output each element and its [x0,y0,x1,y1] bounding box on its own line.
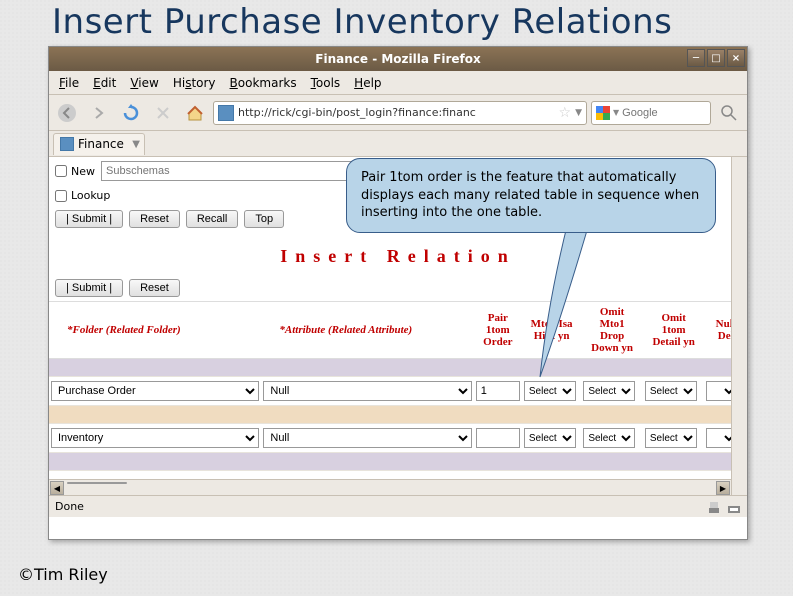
home-button[interactable] [181,99,209,127]
pair-input-2[interactable] [476,428,520,448]
reset-button-1[interactable]: Reset [129,210,180,228]
section-title: Insert Relation [49,232,747,275]
horizontal-scrollbar[interactable]: ◀ ▶ [49,479,731,495]
menu-bookmarks[interactable]: Bookmarks [224,74,303,92]
menu-tools[interactable]: Tools [305,74,347,92]
submit-button-1[interactable]: | Submit | [55,210,123,228]
minimize-button[interactable]: ─ [687,49,705,67]
attribute-select-2[interactable]: Null [263,428,471,448]
bookmark-star-icon[interactable]: ☆ [559,105,572,121]
scroll-right-icon[interactable]: ▶ [716,481,730,495]
status-icon-1 [707,500,721,514]
col-folder: *Folder (Related Folder) [49,302,261,359]
menubar: File Edit View History Bookmarks Tools H… [49,71,747,95]
recall-button[interactable]: Recall [186,210,239,228]
stop-button[interactable] [149,99,177,127]
omitm-select-1[interactable]: Select [583,381,635,401]
url-dropdown-icon[interactable]: ▼ [575,108,582,118]
mhint-select-2[interactable]: Select [524,428,576,448]
forward-button[interactable] [85,99,113,127]
col-omit1: Omit 1tom Detail yn [643,302,705,359]
data-row-2: Inventory Null Select Select Select [49,424,747,453]
spacer-row [49,406,747,424]
spacer-row [49,359,747,377]
search-input[interactable] [622,107,694,119]
menu-file[interactable]: File [53,74,85,92]
browser-window: Finance - Mozilla Firefox ─ □ × File Edi… [48,46,748,540]
tab-favicon-icon [60,137,74,151]
tab-label: Finance [78,137,124,151]
back-button[interactable] [53,99,81,127]
navbar: http://rick/cgi-bin/post_login?finance:f… [49,95,747,131]
callout-text: Pair 1tom order is the feature that auto… [361,170,699,220]
menu-edit[interactable]: Edit [87,74,122,92]
scroll-thumb[interactable] [67,482,127,484]
maximize-button[interactable]: □ [707,49,725,67]
top-button[interactable]: Top [244,210,284,228]
folder-select-1[interactable]: Purchase Order [51,381,259,401]
relation-grid: *Folder (Related Folder) *Attribute (Rel… [49,301,747,471]
titlebar: Finance - Mozilla Firefox ─ □ × [49,47,747,71]
spacer-row [49,453,747,471]
vertical-scrollbar[interactable] [731,157,747,495]
pair-input-1[interactable] [476,381,520,401]
url-bar[interactable]: http://rick/cgi-bin/post_login?finance:f… [213,101,587,125]
tab-close-icon[interactable]: ▼ [132,139,140,150]
scroll-left-icon[interactable]: ◀ [50,481,64,495]
data-row-1: Purchase Order Null Select Select Select [49,377,747,406]
status-text: Done [55,500,84,513]
tab-bar: Finance ▼ [49,131,747,157]
omit1-select-1[interactable]: Select [645,381,697,401]
search-dropdown-icon[interactable]: ▼ [613,108,619,117]
url-text: http://rick/cgi-bin/post_login?finance:f… [238,106,555,119]
status-bar: Done [49,495,747,517]
attribute-select-1[interactable]: Null [263,381,471,401]
submit-button-2[interactable]: | Submit | [55,279,123,297]
zoom-button[interactable] [715,99,743,127]
copyright: ©Tim Riley [18,565,108,584]
new-checkbox[interactable]: New [55,165,95,178]
menu-view[interactable]: View [124,74,164,92]
status-icon-2 [727,500,741,514]
reload-button[interactable] [117,99,145,127]
google-icon [596,106,610,120]
mhint-select-1[interactable]: Select [524,381,576,401]
menu-help[interactable]: Help [348,74,387,92]
lookup-checkbox[interactable]: Lookup [55,189,110,202]
menu-history[interactable]: History [167,74,222,92]
omit1-select-2[interactable]: Select [645,428,697,448]
favicon-icon [218,105,234,121]
folder-select-2[interactable]: Inventory [51,428,259,448]
callout-bubble: Pair 1tom order is the feature that auto… [346,158,716,233]
col-pair: Pair 1tom Order [474,302,522,359]
search-box[interactable]: ▼ [591,101,711,125]
close-button[interactable]: × [727,49,745,67]
slide-title: Insert Purchase Inventory Relations [0,0,793,42]
col-attribute: *Attribute (Related Attribute) [261,302,473,359]
tab-finance[interactable]: Finance ▼ [53,133,145,155]
window-title: Finance - Mozilla Firefox [49,52,747,66]
reset-button-2[interactable]: Reset [129,279,180,297]
omitm-select-2[interactable]: Select [583,428,635,448]
